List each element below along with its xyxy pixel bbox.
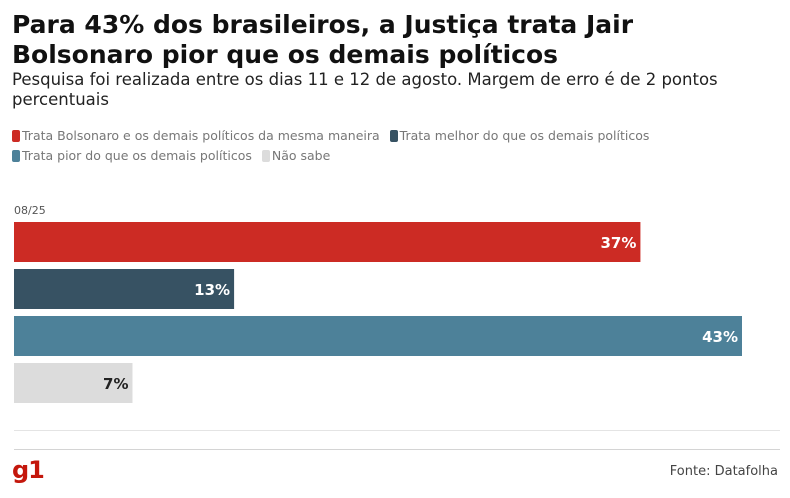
bar-value-label: 13% bbox=[194, 281, 230, 299]
legend-item: Trata melhor do que os demais políticos bbox=[389, 126, 650, 146]
footer-divider bbox=[14, 449, 780, 450]
bar bbox=[14, 222, 641, 262]
g1-logo: g1 bbox=[12, 456, 45, 484]
chart-legend: Trata Bolsonaro e os demais políticos da… bbox=[12, 126, 712, 166]
legend-label: Trata Bolsonaro e os demais políticos da… bbox=[22, 128, 380, 143]
bar-value-label: 43% bbox=[702, 328, 738, 346]
category-label: 08/25 bbox=[14, 204, 46, 217]
divider bbox=[14, 430, 780, 431]
bar-value-label: 7% bbox=[103, 375, 128, 393]
legend-swatch bbox=[12, 130, 20, 142]
legend-swatch bbox=[389, 130, 398, 142]
bar-value-label: 37% bbox=[601, 234, 637, 252]
legend-label: Trata pior do que os demais políticos bbox=[22, 148, 252, 163]
legend-item: Trata pior do que os demais políticos bbox=[12, 146, 252, 166]
chart-title: Para 43% dos brasileiros, a Justiça trat… bbox=[12, 10, 634, 69]
legend-label: Não sabe bbox=[271, 148, 331, 163]
legend-item: Não sabe bbox=[261, 146, 331, 166]
legend-item: Trata Bolsonaro e os demais políticos da… bbox=[12, 126, 380, 146]
chart-subtitle: Pesquisa foi realizada entre os dias 11 … bbox=[12, 70, 718, 109]
legend-label: Trata melhor do que os demais políticos bbox=[399, 128, 650, 143]
source-note: Fonte: Datafolha bbox=[669, 464, 778, 479]
legend-swatch bbox=[261, 150, 270, 162]
bar bbox=[14, 269, 235, 309]
bar bbox=[14, 316, 742, 356]
bar bbox=[14, 363, 133, 403]
legend-swatch bbox=[12, 150, 20, 162]
